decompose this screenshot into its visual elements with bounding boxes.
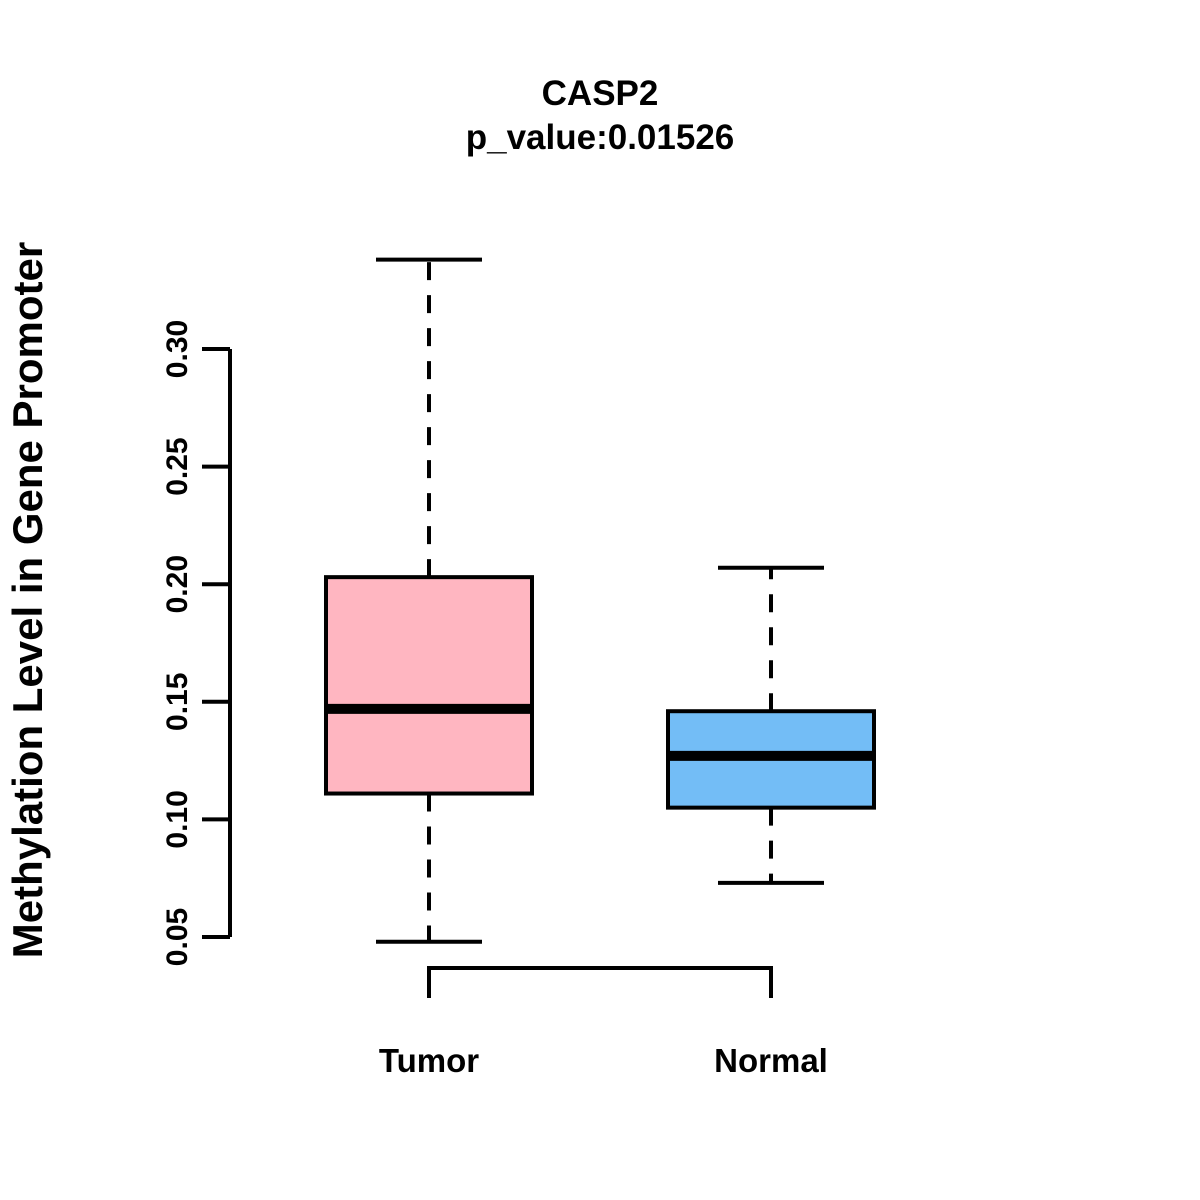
box-tumor [324, 575, 534, 796]
x-axis-line [427, 966, 773, 998]
chart-generated-layer: 0.05 0.10 0.15 0.20 0.25 0.30 [161, 257, 876, 998]
y-axis-tick-label: 0.20 [161, 555, 194, 613]
chart-title: CASP2 [542, 74, 659, 113]
y-axis-label: Methylation Level in Gene Promoter [4, 242, 51, 958]
x-category-label-tumor: Tumor [379, 1042, 479, 1079]
y-axis-tick-label: 0.15 [161, 673, 194, 731]
y-axis-tick-label: 0.30 [161, 320, 194, 378]
y-axis-tick-label: 0.25 [161, 437, 194, 495]
x-category-label-normal: Normal [714, 1042, 828, 1079]
y-axis-tick-label: 0.10 [161, 790, 194, 848]
chart-subtitle: p_value:0.01526 [466, 118, 735, 157]
y-axis-tick-label: 0.05 [161, 908, 194, 966]
